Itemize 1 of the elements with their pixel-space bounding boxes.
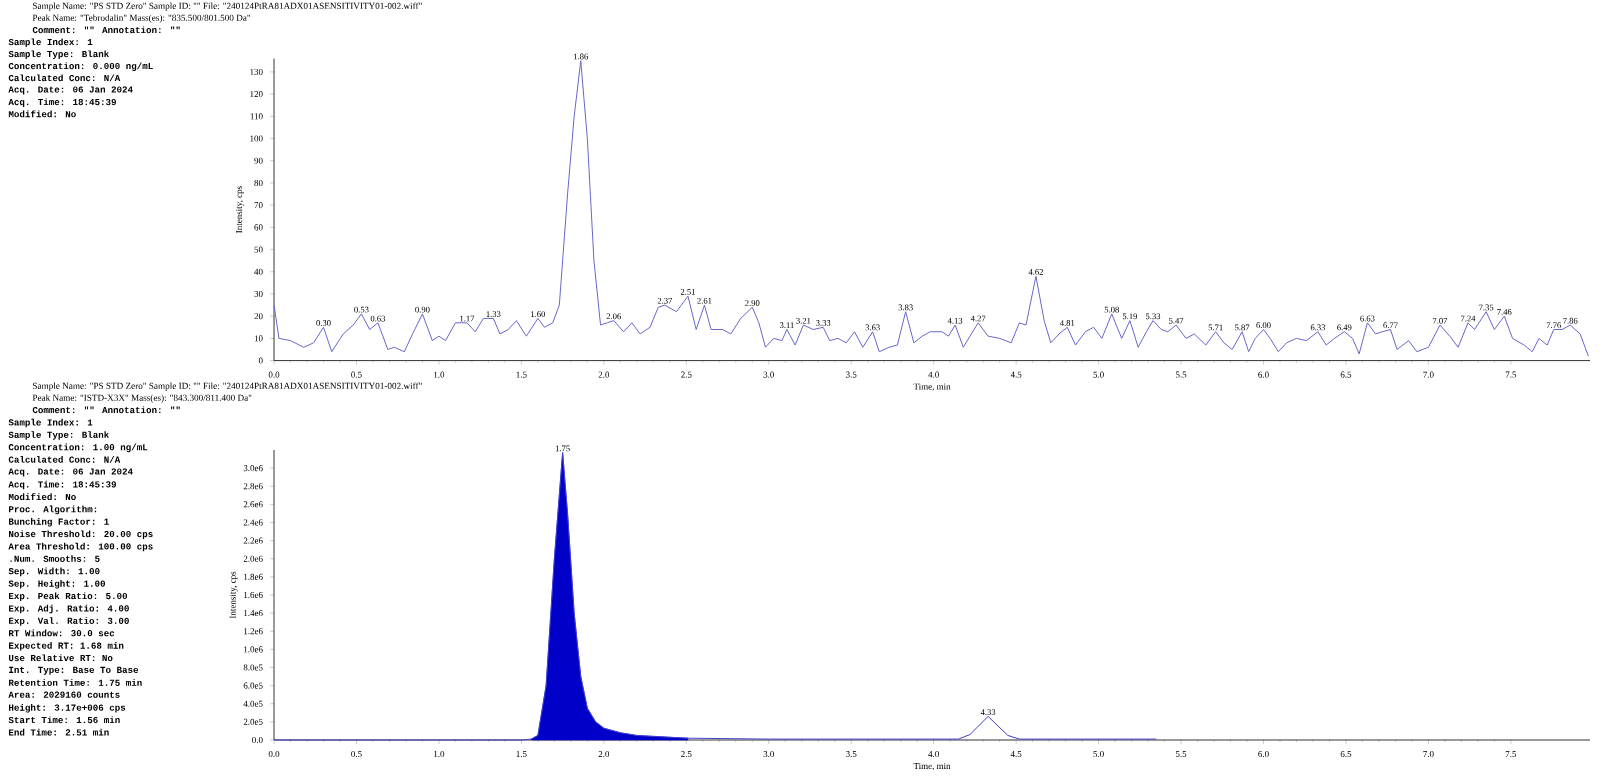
line-series [273,60,1589,357]
